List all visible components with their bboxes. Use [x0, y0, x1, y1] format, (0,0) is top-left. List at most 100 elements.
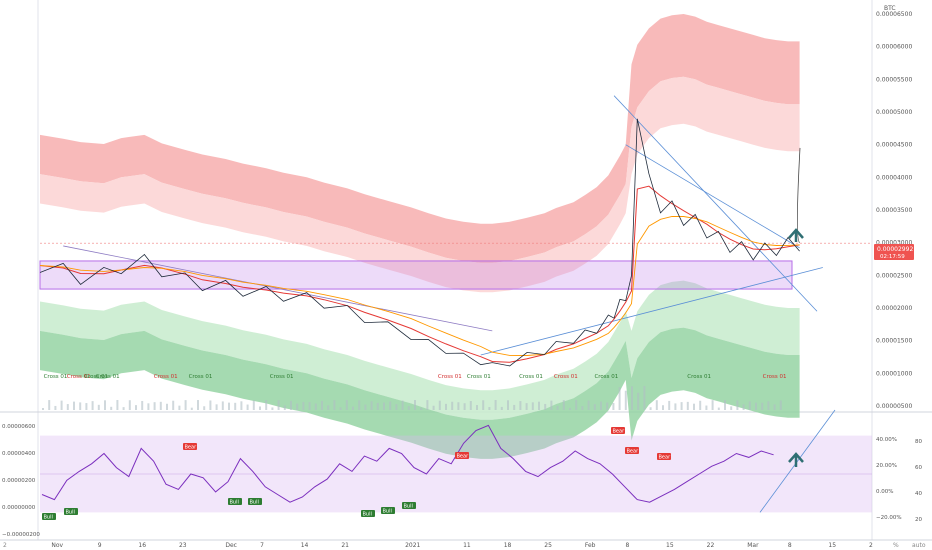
time-axis-tick: 15	[666, 542, 674, 549]
ema-slow-line	[39, 216, 800, 356]
volume-bar	[643, 386, 646, 410]
signal-label-text: Bull	[404, 504, 413, 510]
volume-bar	[513, 404, 516, 410]
signal-label-text: Bear	[627, 449, 640, 455]
volume-bar	[581, 406, 584, 410]
price-axis-tick: 0.00003500	[876, 207, 912, 214]
cross-annotation: Cross 01	[44, 374, 68, 380]
log-scale-toggle[interactable]: %	[893, 542, 899, 549]
volume-bar	[575, 400, 578, 410]
long-ema-line	[63, 245, 493, 332]
volume-bar	[48, 400, 51, 410]
volume-bar	[612, 402, 615, 410]
volume-bar	[618, 387, 621, 410]
trend-line-up	[480, 267, 823, 356]
volume-bar	[85, 403, 88, 410]
time-axis-tick: 18	[504, 542, 512, 549]
volume-bar	[600, 401, 602, 410]
price-axis-tick: 0.00005000	[876, 109, 912, 116]
time-axis-tick: 23	[179, 542, 187, 549]
time-axis-tick: 25	[544, 542, 552, 549]
time-axis-tick: 11	[463, 542, 471, 549]
volume-bar	[60, 400, 63, 410]
signal-label-bg	[402, 502, 416, 509]
time-axis-tick: Nov	[51, 542, 63, 549]
volume-bar	[352, 406, 354, 410]
volume-bar	[370, 401, 373, 410]
volume-bar	[488, 407, 491, 410]
auto-scale-toggle[interactable]: auto	[912, 542, 926, 549]
signal-label-text: Bull	[363, 512, 372, 518]
cross-annotation: Cross 01	[763, 374, 787, 380]
oscillator-pct-tick: −20.00%	[876, 515, 902, 521]
signal-label-text: Bear	[185, 445, 198, 451]
cross-annotation: Cross 01	[154, 374, 178, 380]
cross-annotation: Cross 01	[519, 374, 543, 380]
volume-bar	[556, 405, 559, 410]
lower-band-outer	[40, 327, 800, 459]
volume-bar	[389, 401, 392, 410]
oscillator-pane[interactable]: Bear Bear Bear Bear Bear Bull Bull Bull Bull Bull…	[40, 409, 872, 521]
volume-bar	[234, 402, 237, 410]
volume-bar	[569, 407, 571, 410]
price-badge-bg	[874, 244, 914, 260]
volume-bar	[445, 403, 447, 410]
signal-label: Bull	[64, 508, 78, 516]
signal-label-bg	[381, 507, 395, 514]
signal-label: Bull	[248, 498, 262, 506]
volume-bar	[79, 402, 82, 410]
volume-bar	[314, 403, 317, 410]
volume-bar	[209, 400, 212, 410]
volume-bar	[649, 407, 652, 410]
signal-label-bg	[64, 508, 78, 515]
timeframe-tag[interactable]: 2	[3, 542, 7, 549]
oscillator-left-tick: 0.00000600	[2, 424, 36, 430]
volume-bar	[407, 406, 410, 410]
volume-bar	[215, 404, 218, 410]
volume-bar	[54, 405, 57, 410]
signal-label-bg	[625, 447, 639, 454]
volume-bar	[277, 400, 280, 410]
signal-label: Bear	[657, 453, 671, 461]
oscillator-left-tick: 0.00000400	[2, 451, 36, 457]
volume-bar	[104, 400, 106, 410]
price-badge-countdown: 02:17:59	[880, 254, 905, 260]
projection-curve	[797, 147, 801, 244]
time-axis-tick: 2021	[405, 542, 420, 549]
volume-bar	[463, 403, 466, 410]
oscillator-value-tick: 40	[915, 491, 922, 497]
volume-bar	[271, 407, 274, 410]
signal-label-bg	[183, 443, 197, 450]
time-axis-tick: Feb	[585, 542, 596, 549]
cross-annotation: Cross 01	[687, 374, 711, 380]
volume-bar	[469, 401, 472, 410]
volume-bar	[767, 401, 770, 410]
volume-bar	[420, 407, 423, 410]
axes: 0.00006500 0.00006000 0.00005500 0.00005000…	[2, 11, 922, 549]
price-axis-tick: 0.00001000	[876, 370, 912, 377]
volume-bar	[593, 404, 596, 410]
signal-label-bg	[657, 453, 671, 460]
volume-bar	[624, 390, 627, 410]
cross-annotation: Cross 01	[467, 374, 491, 380]
price-axis-tick: 0.00002000	[876, 305, 912, 312]
time-axis-tick: 7	[260, 542, 264, 549]
volume-bar	[476, 405, 478, 410]
main-pane[interactable]: Cross 01 Cross 01 Cross 01 Cross 01 Cross 01…	[39, 14, 872, 459]
volume-bar	[228, 402, 230, 410]
volume-bar	[699, 400, 702, 410]
volume-bar	[451, 401, 454, 410]
volume-bar	[655, 400, 658, 410]
volume-bar	[773, 404, 776, 410]
volume-bar	[717, 407, 720, 410]
volume-bar	[494, 400, 497, 410]
signal-label-text: Bear	[457, 454, 470, 460]
volume-bar	[519, 401, 522, 410]
time-axis-tick: 2	[869, 542, 873, 549]
price-axis-tick: 0.00003000	[876, 240, 912, 247]
ema-fast-line	[39, 185, 800, 363]
volume-bar	[550, 400, 553, 410]
volume-bar	[438, 400, 441, 410]
oscillator-up-arrow-icon	[788, 452, 804, 467]
cross-annotation: Cross 01	[554, 374, 578, 380]
